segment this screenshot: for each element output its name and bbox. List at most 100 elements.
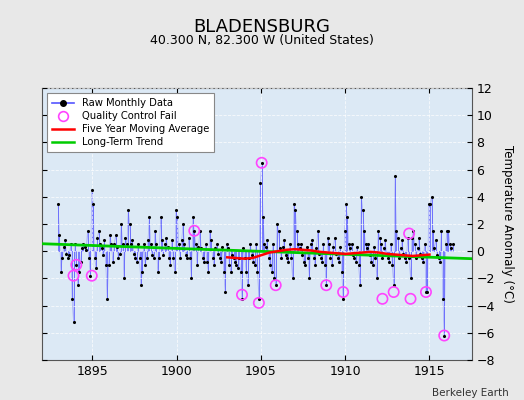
Point bbox=[389, 282, 398, 288]
Point bbox=[145, 214, 154, 220]
Point bbox=[314, 228, 322, 234]
Point bbox=[284, 259, 292, 265]
Point bbox=[134, 241, 143, 248]
Text: Berkeley Earth: Berkeley Earth bbox=[432, 388, 508, 398]
Point bbox=[333, 255, 342, 261]
Point bbox=[155, 255, 163, 261]
Point bbox=[85, 255, 93, 261]
Point bbox=[207, 237, 215, 244]
Point bbox=[238, 292, 246, 298]
Point bbox=[183, 255, 191, 261]
Point bbox=[230, 255, 238, 261]
Point bbox=[218, 244, 226, 250]
Point bbox=[256, 180, 265, 186]
Point bbox=[197, 245, 205, 252]
Point bbox=[357, 194, 366, 200]
Point bbox=[191, 241, 200, 248]
Text: 40.300 N, 82.300 W (United States): 40.300 N, 82.300 W (United States) bbox=[150, 34, 374, 47]
Point bbox=[193, 262, 201, 268]
Point bbox=[203, 259, 211, 265]
Point bbox=[296, 245, 304, 252]
Point bbox=[73, 282, 82, 288]
Point bbox=[77, 259, 85, 265]
Point bbox=[449, 241, 457, 248]
Point bbox=[377, 241, 385, 248]
Point bbox=[276, 245, 284, 252]
Point bbox=[107, 241, 116, 248]
Point bbox=[242, 268, 250, 275]
Point bbox=[224, 245, 232, 252]
Point bbox=[269, 241, 277, 248]
Point bbox=[148, 252, 156, 258]
Point bbox=[195, 228, 204, 234]
Point bbox=[88, 187, 96, 193]
Point bbox=[401, 255, 409, 261]
Point bbox=[398, 237, 406, 244]
Point bbox=[213, 241, 221, 248]
Point bbox=[353, 244, 362, 250]
Point bbox=[222, 241, 231, 248]
Point bbox=[402, 259, 410, 265]
Point bbox=[58, 255, 67, 261]
Point bbox=[68, 296, 77, 302]
Point bbox=[297, 241, 305, 248]
Point bbox=[61, 237, 69, 244]
Point bbox=[311, 262, 319, 268]
Point bbox=[367, 259, 375, 265]
Point bbox=[72, 262, 81, 268]
Point bbox=[179, 221, 187, 227]
Point bbox=[308, 237, 316, 244]
Point bbox=[248, 252, 256, 258]
Point bbox=[445, 241, 454, 248]
Text: BLADENSBURG: BLADENSBURG bbox=[193, 18, 331, 36]
Point bbox=[352, 259, 360, 265]
Point bbox=[160, 241, 169, 248]
Point bbox=[90, 255, 99, 261]
Point bbox=[261, 244, 270, 250]
Point bbox=[340, 228, 348, 234]
Point bbox=[110, 241, 118, 248]
Point bbox=[158, 237, 166, 244]
Point bbox=[424, 200, 433, 207]
Point bbox=[363, 245, 371, 252]
Point bbox=[300, 259, 308, 265]
Y-axis label: Temperature Anomaly (°C): Temperature Anomaly (°C) bbox=[501, 145, 515, 303]
Point bbox=[301, 262, 309, 268]
Point bbox=[71, 241, 79, 248]
Point bbox=[260, 241, 269, 248]
Point bbox=[428, 194, 436, 200]
Point bbox=[265, 255, 273, 261]
Point bbox=[180, 241, 189, 248]
Point bbox=[339, 296, 347, 302]
Point bbox=[410, 241, 419, 248]
Point bbox=[394, 234, 402, 241]
Point bbox=[316, 255, 325, 261]
Point bbox=[413, 245, 422, 252]
Point bbox=[214, 251, 222, 257]
Point bbox=[128, 237, 137, 244]
Point bbox=[266, 262, 274, 268]
Point bbox=[228, 252, 236, 258]
Point bbox=[104, 262, 113, 268]
Point bbox=[141, 262, 149, 268]
Point bbox=[325, 241, 333, 248]
Point bbox=[409, 228, 418, 234]
Point bbox=[190, 228, 199, 234]
Point bbox=[186, 255, 194, 261]
Point bbox=[319, 241, 328, 248]
Point bbox=[257, 160, 266, 166]
Point bbox=[267, 268, 276, 275]
Point bbox=[162, 234, 170, 241]
Point bbox=[290, 200, 298, 207]
Point bbox=[288, 275, 297, 282]
Point bbox=[339, 289, 347, 295]
Point bbox=[286, 241, 294, 248]
Point bbox=[125, 221, 134, 227]
Point bbox=[378, 255, 387, 261]
Point bbox=[370, 244, 378, 250]
Point bbox=[92, 264, 100, 271]
Point bbox=[184, 234, 193, 241]
Point bbox=[143, 255, 151, 261]
Point bbox=[151, 228, 159, 234]
Point bbox=[388, 262, 397, 268]
